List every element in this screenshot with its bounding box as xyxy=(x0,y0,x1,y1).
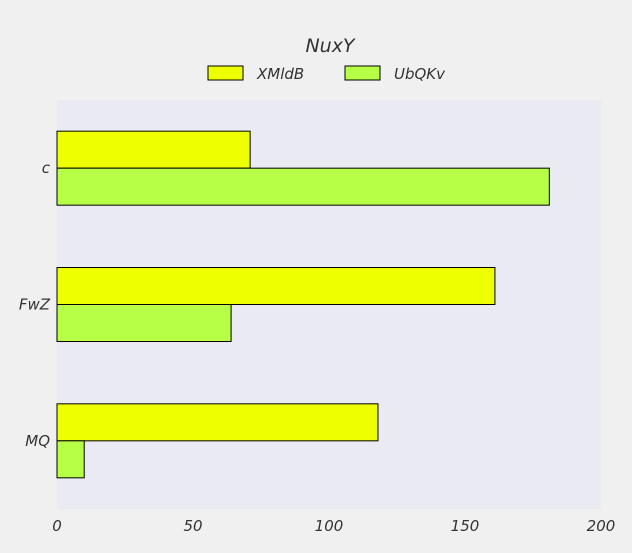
bar-ubqkv-c xyxy=(56,167,550,206)
bar-xmldb-fwz xyxy=(56,267,496,305)
y-tick-label: FwZ xyxy=(19,296,51,314)
bar-ubqkv-fwz xyxy=(56,304,232,342)
x-tick-label: 150 xyxy=(451,517,480,535)
bar-xmldb-c xyxy=(56,130,251,169)
bar-ubqkv-mq xyxy=(56,440,85,479)
x-tick-label: 50 xyxy=(183,517,202,535)
legend-label-ubqkv: UbQKv xyxy=(394,65,446,83)
legend-swatch-xmldb xyxy=(207,65,244,81)
y-tick-labels: c FwZ MQ xyxy=(19,159,51,450)
x-tick-label: 100 xyxy=(315,517,344,535)
x-tick-label: 200 xyxy=(587,517,616,535)
y-tick-label: MQ xyxy=(25,432,50,450)
bar-xmldb-mq xyxy=(56,403,379,442)
x-tick-labels: 0 50 100 150 200 xyxy=(52,517,615,535)
legend-label-xmldb: XMldB xyxy=(256,65,304,83)
legend-swatch-ubqkv xyxy=(344,65,381,81)
x-tick-label: 0 xyxy=(52,517,62,535)
y-tick-label: c xyxy=(42,159,51,177)
chart-title: NuxY xyxy=(305,35,355,57)
bars-group xyxy=(56,130,550,479)
legend: XMldB UbQKv xyxy=(207,65,446,83)
